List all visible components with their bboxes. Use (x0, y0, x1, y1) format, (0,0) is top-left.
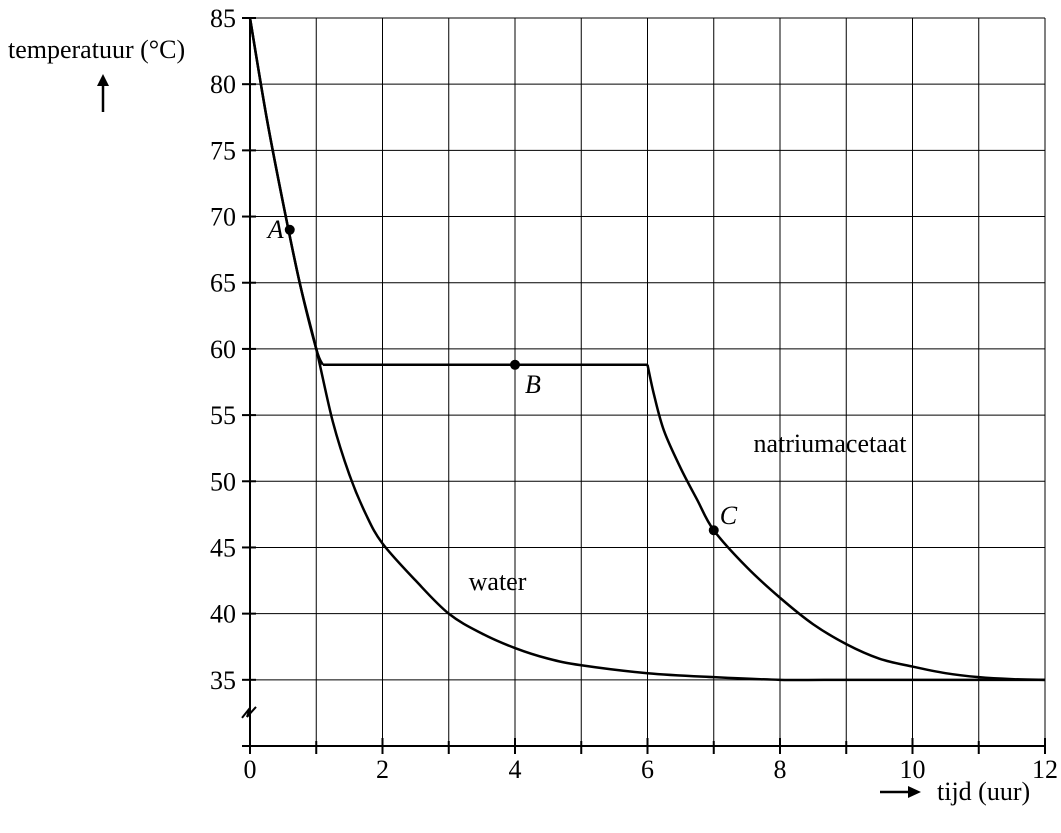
y-tick-label: 45 (210, 533, 236, 562)
x-axis-arrow-head (908, 786, 921, 798)
curve-label-natriumacetaat: natriumacetaat (754, 429, 908, 458)
y-tick-label: 80 (210, 70, 236, 99)
x-tick-label: 6 (641, 755, 654, 784)
y-axis-arrow-head (97, 74, 109, 86)
point-label-B: B (525, 370, 541, 399)
y-tick-label: 35 (210, 666, 236, 695)
point-label-A: A (266, 215, 284, 244)
x-tick-label: 12 (1032, 755, 1058, 784)
y-tick-label: 65 (210, 269, 236, 298)
grid (249, 17, 1046, 747)
point-A (284, 224, 295, 235)
y-tick-label: 50 (210, 467, 236, 496)
point-label-C: C (720, 501, 738, 530)
axes (241, 17, 1046, 754)
point-B (510, 359, 520, 370)
x-tick-label: 8 (774, 755, 787, 784)
x-tick-label: 2 (376, 755, 389, 784)
y-tick-label: 85 (210, 4, 236, 33)
y-axis-title: temperatuur (°C) (8, 35, 185, 64)
curve-label-water: water (469, 567, 527, 596)
x-tick-label: 10 (900, 755, 926, 784)
y-tick-label: 70 (210, 203, 236, 232)
points-layer (284, 224, 719, 536)
point-C (708, 525, 719, 536)
y-tick-label: 60 (210, 335, 236, 364)
y-tick-label: 55 (210, 401, 236, 430)
axis-arrows (97, 74, 921, 798)
x-axis-title: tijd (uur) (937, 777, 1030, 806)
y-axis-break (241, 706, 257, 719)
x-tick-label: 0 (244, 755, 257, 784)
y-tick-label: 40 (210, 600, 236, 629)
x-tick-label: 4 (509, 755, 522, 784)
labels-layer: temperatuur (°C) tijd (uur) 0 2 4 6 8 10 12 85 8… (8, 4, 1058, 806)
y-tick-label: 75 (210, 136, 236, 165)
